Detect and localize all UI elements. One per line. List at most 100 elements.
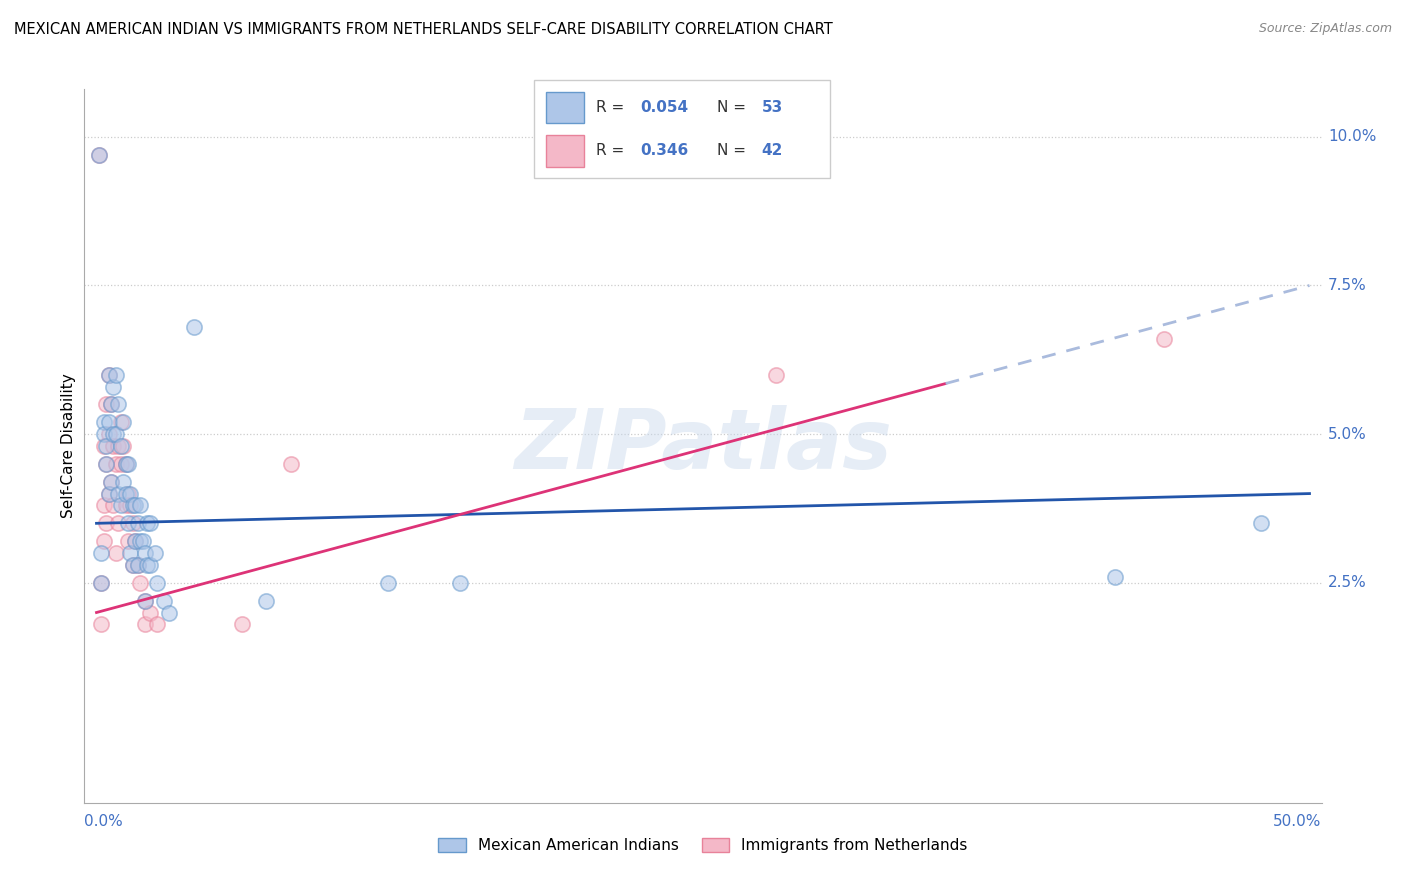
Point bbox=[122, 558, 145, 572]
Point bbox=[122, 558, 145, 572]
Point bbox=[157, 606, 180, 620]
Point bbox=[107, 486, 129, 500]
Point bbox=[87, 147, 110, 161]
Point bbox=[104, 427, 127, 442]
Point bbox=[93, 427, 115, 442]
Point bbox=[107, 397, 129, 411]
Point bbox=[104, 368, 127, 382]
Text: ZIPatlas: ZIPatlas bbox=[515, 406, 891, 486]
Point bbox=[1250, 516, 1272, 531]
Point bbox=[103, 427, 125, 442]
Point bbox=[103, 439, 125, 453]
Point bbox=[93, 499, 115, 513]
Point bbox=[112, 415, 135, 429]
FancyBboxPatch shape bbox=[546, 92, 585, 123]
Point bbox=[139, 606, 162, 620]
Point bbox=[114, 499, 136, 513]
Point bbox=[127, 558, 149, 572]
Point bbox=[104, 457, 127, 471]
Text: 0.054: 0.054 bbox=[641, 100, 689, 115]
Point bbox=[129, 499, 152, 513]
Point bbox=[100, 397, 122, 411]
Point bbox=[90, 575, 112, 590]
Point bbox=[87, 147, 110, 161]
Point bbox=[97, 415, 120, 429]
Point bbox=[120, 499, 142, 513]
Text: 53: 53 bbox=[762, 100, 783, 115]
Point bbox=[114, 486, 136, 500]
Point bbox=[120, 486, 142, 500]
Point bbox=[129, 575, 152, 590]
Point bbox=[97, 368, 120, 382]
Point bbox=[100, 397, 122, 411]
Point bbox=[103, 379, 125, 393]
Point bbox=[93, 439, 115, 453]
Point bbox=[131, 534, 153, 549]
Point bbox=[90, 575, 112, 590]
Text: 7.5%: 7.5% bbox=[1327, 278, 1367, 293]
Point bbox=[449, 575, 471, 590]
Point bbox=[231, 617, 253, 632]
Point bbox=[97, 486, 120, 500]
Text: 0.346: 0.346 bbox=[641, 144, 689, 159]
Point bbox=[122, 516, 145, 531]
Point bbox=[183, 320, 205, 334]
Point bbox=[127, 516, 149, 531]
Point bbox=[110, 499, 132, 513]
Point bbox=[134, 546, 156, 560]
Point bbox=[143, 546, 166, 560]
Point bbox=[104, 546, 127, 560]
Point bbox=[93, 415, 115, 429]
Text: 50.0%: 50.0% bbox=[1274, 814, 1322, 829]
Point bbox=[134, 617, 156, 632]
Point bbox=[100, 475, 122, 489]
Text: Source: ZipAtlas.com: Source: ZipAtlas.com bbox=[1258, 22, 1392, 36]
Point bbox=[377, 575, 399, 590]
Point bbox=[124, 534, 146, 549]
Text: N =: N = bbox=[717, 100, 751, 115]
Point bbox=[96, 397, 118, 411]
Point bbox=[139, 516, 162, 531]
Point bbox=[127, 558, 149, 572]
Point bbox=[120, 546, 142, 560]
Point bbox=[129, 534, 152, 549]
Text: MEXICAN AMERICAN INDIAN VS IMMIGRANTS FROM NETHERLANDS SELF-CARE DISABILITY CORR: MEXICAN AMERICAN INDIAN VS IMMIGRANTS FR… bbox=[14, 22, 832, 37]
Point bbox=[107, 516, 129, 531]
Point bbox=[93, 534, 115, 549]
Point bbox=[103, 499, 125, 513]
Text: 10.0%: 10.0% bbox=[1327, 129, 1376, 145]
Point bbox=[107, 439, 129, 453]
Point bbox=[110, 457, 132, 471]
FancyBboxPatch shape bbox=[534, 80, 830, 178]
Y-axis label: Self-Care Disability: Self-Care Disability bbox=[60, 374, 76, 518]
Point bbox=[112, 439, 135, 453]
Legend: Mexican American Indians, Immigrants from Netherlands: Mexican American Indians, Immigrants fro… bbox=[432, 831, 974, 859]
Point bbox=[136, 516, 159, 531]
Text: 42: 42 bbox=[762, 144, 783, 159]
Point bbox=[96, 457, 118, 471]
Point bbox=[117, 457, 139, 471]
Point bbox=[117, 486, 139, 500]
Point bbox=[110, 415, 132, 429]
Text: R =: R = bbox=[596, 100, 630, 115]
Point bbox=[254, 593, 277, 607]
Point bbox=[153, 593, 176, 607]
Point bbox=[97, 486, 120, 500]
Point bbox=[114, 457, 136, 471]
Point bbox=[110, 439, 132, 453]
Point bbox=[97, 368, 120, 382]
Point bbox=[117, 534, 139, 549]
Point bbox=[90, 546, 112, 560]
Point bbox=[97, 427, 120, 442]
Point bbox=[114, 457, 136, 471]
Point bbox=[124, 499, 146, 513]
Point bbox=[100, 475, 122, 489]
Point bbox=[139, 558, 162, 572]
Point bbox=[96, 457, 118, 471]
Point bbox=[112, 475, 135, 489]
FancyBboxPatch shape bbox=[546, 136, 585, 167]
Point bbox=[134, 593, 156, 607]
Point bbox=[765, 368, 787, 382]
Text: 2.5%: 2.5% bbox=[1327, 575, 1367, 591]
Point bbox=[90, 617, 112, 632]
